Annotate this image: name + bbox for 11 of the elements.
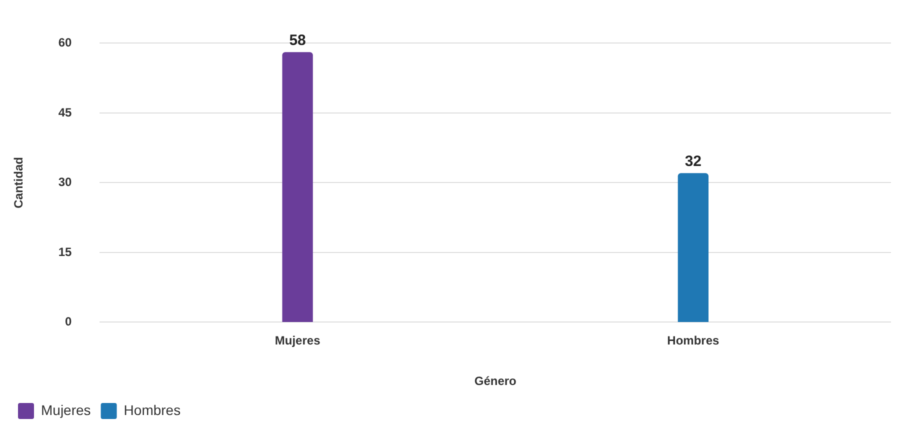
y-tick-label: 0 — [65, 314, 72, 329]
legend-label: Mujeres — [41, 402, 91, 418]
legend-label: Hombres — [124, 402, 181, 418]
y-tick-label: 30 — [58, 175, 72, 190]
y-tick-label: 15 — [58, 244, 72, 259]
data-label: 32 — [684, 153, 702, 170]
data-label: 58 — [289, 32, 306, 50]
x-axis-title: Género — [474, 374, 516, 388]
y-axis-title: Cantidad — [12, 157, 26, 208]
y-tick-label: 45 — [58, 105, 72, 120]
y-tick-label: 60 — [58, 36, 72, 50]
